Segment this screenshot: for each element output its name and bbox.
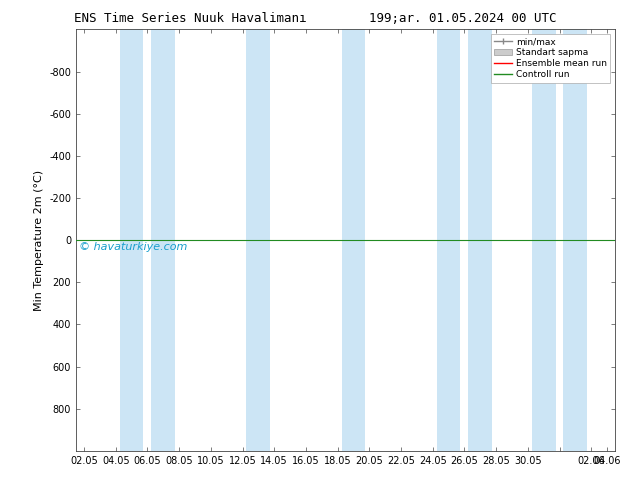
Bar — [120, 29, 143, 451]
Bar — [437, 29, 460, 451]
Bar — [564, 29, 587, 451]
Bar — [152, 29, 175, 451]
Bar — [342, 29, 365, 451]
Bar — [247, 29, 270, 451]
Text: ENS Time Series Nuuk Havalimanı: ENS Time Series Nuuk Havalimanı — [74, 12, 306, 25]
Legend: min/max, Standart sapma, Ensemble mean run, Controll run: min/max, Standart sapma, Ensemble mean r… — [491, 34, 611, 82]
Text: © havaturkiye.com: © havaturkiye.com — [79, 242, 187, 252]
Bar — [469, 29, 492, 451]
Text: 199;ar. 01.05.2024 00 UTC: 199;ar. 01.05.2024 00 UTC — [369, 12, 557, 25]
Y-axis label: Min Temperature 2m (°C): Min Temperature 2m (°C) — [34, 170, 44, 311]
Bar — [532, 29, 555, 451]
